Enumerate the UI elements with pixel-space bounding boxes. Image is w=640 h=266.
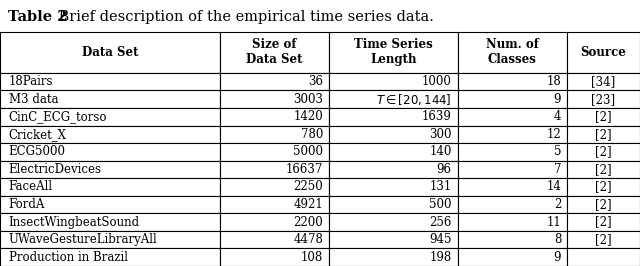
Text: Table 2: Table 2 [8,10,67,24]
Text: Brief description of the empirical time series data.: Brief description of the empirical time … [54,10,435,24]
